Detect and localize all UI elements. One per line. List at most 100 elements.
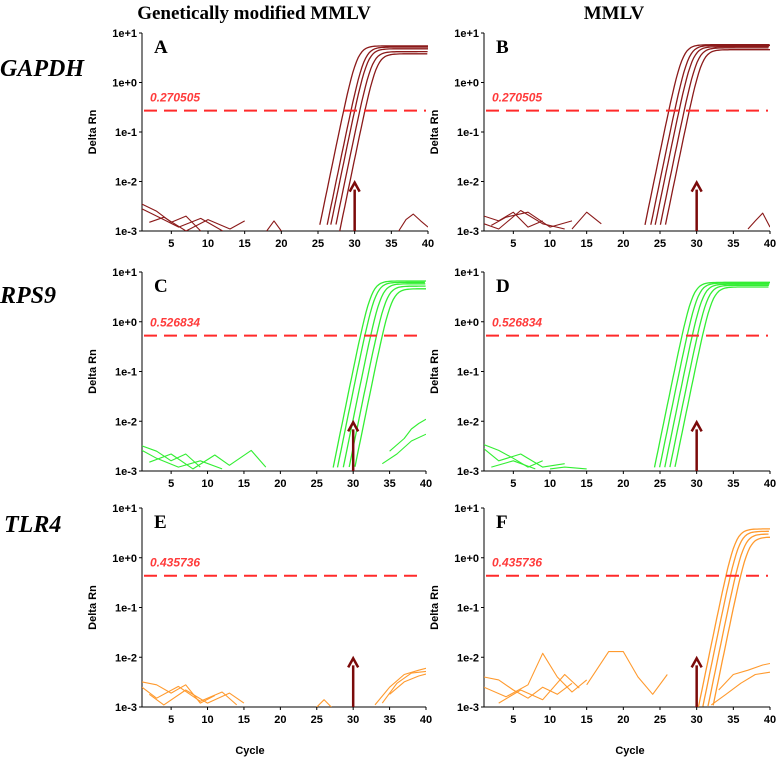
y-axis-label: Delta Rn [429, 109, 441, 154]
amplification-curve [702, 530, 769, 707]
baseline-noise-trace [484, 448, 565, 468]
amplification-curve [712, 536, 770, 706]
y-tick-label: 1e-3 [115, 702, 137, 714]
y-tick-label: 1e-1 [457, 127, 479, 139]
curve-group [484, 44, 770, 230]
amplification-curve [707, 533, 769, 707]
y-tick-label: 1e-2 [457, 652, 479, 664]
panel-letter: D [496, 276, 510, 297]
y-tick-label: 1e-1 [115, 603, 137, 615]
baseline-noise-trace [142, 449, 223, 470]
y-tick-label: 1e-1 [457, 603, 479, 615]
y-tick-label: 1e-3 [457, 226, 479, 238]
y-tick-label: 1e-1 [115, 367, 137, 379]
x-tick-label: 30 [691, 478, 703, 490]
amplification-curve [658, 282, 770, 468]
amplification-curve [348, 285, 426, 468]
amplification-curve [336, 281, 425, 468]
x-tick-label: 20 [617, 714, 629, 726]
x-tick-label: 35 [383, 478, 395, 490]
x-tick-label: 15 [581, 714, 593, 726]
y-tick-label: 1e+0 [454, 78, 479, 90]
y-tick-label: 1e+0 [112, 78, 137, 90]
x-tick-label: 10 [544, 238, 556, 250]
y-tick-label: 1e+0 [112, 553, 137, 565]
row-label-tlr4: TLR4 [4, 512, 61, 538]
x-tick-label: 25 [312, 238, 324, 250]
x-tick-label: 35 [727, 714, 739, 726]
amplification-curve [650, 44, 770, 225]
y-axis-label: Delta Rn [429, 585, 441, 630]
x-tick-label: 15 [238, 714, 250, 726]
curve-group [484, 281, 770, 470]
y-axis-label: Delta Rn [87, 349, 99, 394]
baseline-noise-trace [549, 466, 587, 470]
baseline-noise-trace [142, 208, 223, 231]
baseline-noise-trace [484, 676, 573, 699]
x-tick-label: 10 [544, 714, 556, 726]
x-tick-label: 5 [168, 238, 174, 250]
amplification-curve [330, 48, 428, 225]
baseline-noise-trace [491, 460, 536, 470]
cycle-arrow-head [690, 180, 703, 193]
x-tick-label: 5 [510, 478, 516, 490]
baseline-noise-trace [142, 203, 202, 231]
x-tick-label: 5 [510, 714, 516, 726]
row-label-rps9: RPS9 [0, 283, 56, 309]
amplification-curve [326, 46, 428, 225]
y-tick-label: 1e+1 [454, 503, 479, 515]
threshold-label: 0.526834 [150, 316, 200, 330]
column-title-mmlv: MMLV [584, 3, 645, 24]
x-tick-label: 35 [385, 238, 397, 250]
x-tick-label: 40 [764, 714, 776, 726]
x-tick-label: 20 [274, 714, 286, 726]
baseline-noise-trace [389, 673, 426, 695]
amplification-curve [335, 50, 428, 225]
x-tick-label: 40 [764, 478, 776, 490]
baseline-noise-trace [381, 670, 426, 704]
curve-group [484, 528, 770, 707]
y-tick-label: 1e+1 [454, 267, 479, 279]
panel-letter: E [154, 512, 167, 533]
y-tick-label: 1e-1 [457, 367, 479, 379]
x-tick-label: 10 [201, 478, 213, 490]
baseline-noise-trace [381, 433, 426, 465]
x-tick-label: 35 [727, 478, 739, 490]
baseline-noise-trace [484, 652, 588, 698]
y-axis-label: Delta Rn [87, 109, 99, 154]
baseline-noise-trace [710, 671, 770, 706]
baseline-noise-trace [398, 213, 428, 231]
y-axis-label: Delta Rn [87, 585, 99, 630]
x-axis-label-right: Cycle [615, 745, 644, 757]
y-axis-label: Delta Rn [429, 349, 441, 394]
x-tick-label: 15 [239, 238, 251, 250]
y-tick-label: 1e+0 [454, 553, 479, 565]
x-tick-label: 15 [238, 478, 250, 490]
x-tick-label: 20 [274, 478, 286, 490]
x-tick-label: 5 [168, 478, 174, 490]
x-tick-label: 25 [311, 478, 323, 490]
amplification-curve [697, 528, 770, 707]
threshold-label: 0.435736 [492, 556, 542, 570]
curve-group [142, 45, 428, 231]
x-tick-label: 10 [202, 238, 214, 250]
chart-panels: 1e-3 1e-2 1e-1 1e+0 1e+1 5 10 15 20 25 30 35 40 Delta… [87, 28, 776, 726]
x-tick-label: 25 [654, 714, 666, 726]
panel-a: 1e-3 1e-2 1e-1 1e+0 1e+1 5 10 15 20 25 30 35 40 Delta… [87, 28, 434, 250]
row-label-gapdh: GAPDH [0, 56, 85, 82]
baseline-noise-trace [491, 211, 573, 228]
panel-letter: B [496, 37, 509, 58]
baseline-noise-trace [142, 681, 216, 704]
baseline-noise-trace [718, 662, 770, 691]
y-tick-label: 1e-1 [115, 127, 137, 139]
panel-b: 1e-3 1e-2 1e-1 1e+0 1e+1 5 10 15 20 25 30 35 40 Delta… [429, 28, 776, 250]
x-tick-label: 10 [201, 714, 213, 726]
x-tick-label: 40 [420, 714, 432, 726]
x-tick-label: 10 [544, 478, 556, 490]
x-tick-label: 35 [383, 714, 395, 726]
x-tick-label: 5 [168, 714, 174, 726]
x-tick-label: 25 [311, 714, 323, 726]
cycle-arrow-head [347, 655, 360, 668]
threshold-label: 0.270505 [492, 91, 542, 105]
